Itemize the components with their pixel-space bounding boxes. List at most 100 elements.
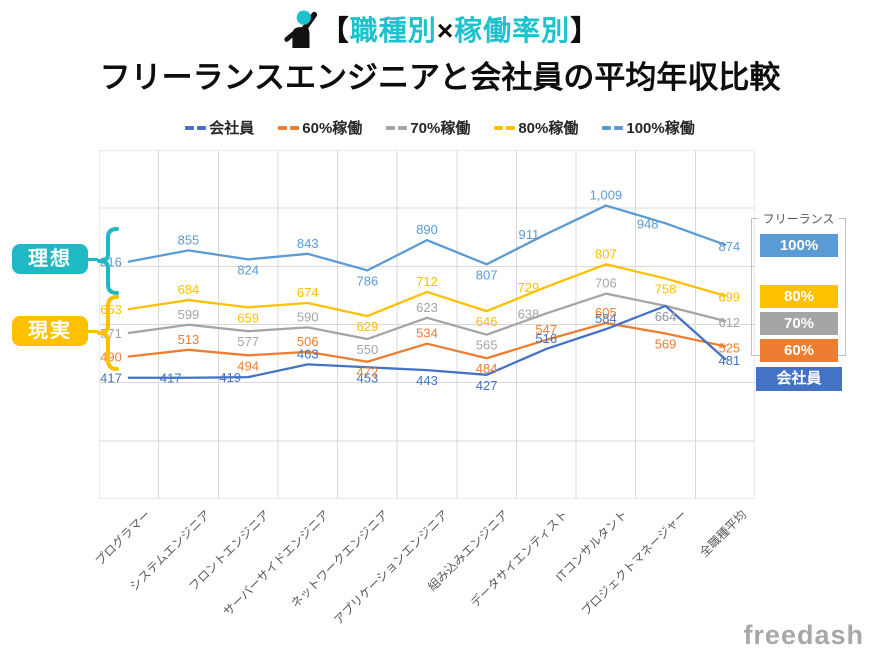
data-label: 525	[718, 340, 740, 355]
data-label: 786	[357, 273, 379, 288]
series-line-80%稼働	[127, 263, 727, 318]
data-label: 843	[297, 236, 319, 251]
data-label: 629	[357, 319, 379, 334]
data-label: 684	[178, 282, 200, 297]
data-label: 623	[416, 300, 438, 315]
data-label: 599	[178, 307, 200, 322]
legend-label: 80%稼働	[518, 120, 579, 137]
series-line-60%稼働	[127, 321, 727, 363]
data-label: 427	[476, 378, 498, 393]
data-label: 911	[519, 227, 540, 242]
data-label: 516	[535, 331, 557, 346]
data-label: 550	[357, 342, 379, 357]
rate-badge-70%: 70%	[760, 312, 838, 335]
x-axis-label: ネットワークエンジニア	[288, 507, 392, 611]
data-label: 653	[100, 302, 122, 317]
legend-dash-icon	[290, 125, 300, 130]
person-raising-hand-icon	[281, 10, 319, 58]
data-label: 664	[655, 309, 677, 324]
data-label: 513	[178, 332, 200, 347]
data-label: 706	[595, 276, 617, 291]
data-label: 453	[357, 370, 379, 385]
legend-dash-icon	[386, 125, 396, 130]
legend-dash-icon	[614, 125, 624, 130]
title-segment: 職種別	[349, 15, 437, 46]
x-axis-label: 全職種平均	[697, 507, 750, 560]
data-label: 417	[160, 371, 182, 386]
data-label: 443	[416, 373, 438, 388]
data-label: 565	[476, 338, 498, 353]
ideal-badge: 理想	[12, 244, 88, 274]
data-label: 674	[297, 285, 319, 300]
data-label: 712	[416, 274, 438, 289]
data-label: 484	[476, 361, 498, 376]
legend-dash-icon	[185, 125, 195, 130]
data-label: 506	[297, 334, 319, 349]
reality-brace	[97, 295, 119, 371]
x-axis-label: アプリケーションエンジニア	[331, 507, 452, 628]
data-label: 472	[357, 365, 379, 380]
series-line-100%稼働	[127, 204, 727, 272]
x-axis-label: サーバーサイドエンジニア	[220, 507, 333, 619]
page-title-part1: 【職種別×稼働率別】	[321, 15, 599, 46]
data-label: 890	[416, 222, 438, 237]
rate-badge-80%: 80%	[760, 285, 838, 308]
x-axis-label: プログラマー	[92, 507, 154, 569]
rate-badge-60%: 60%	[760, 339, 838, 362]
data-label: 547	[535, 322, 557, 337]
data-label: 824	[237, 262, 259, 277]
x-axis-label: データサイエンティスト	[467, 507, 571, 611]
data-label: 638	[518, 306, 540, 321]
legend-label: 60%稼働	[302, 120, 363, 137]
legend-label: 70%稼働	[410, 120, 471, 137]
data-label: 417	[100, 371, 122, 386]
data-label: 569	[655, 337, 677, 352]
legend-label: 会社員	[209, 120, 255, 137]
legend-dash-icon	[278, 125, 288, 130]
legend-item-60%稼働: 60%稼働	[278, 117, 362, 138]
data-label: 807	[476, 267, 498, 282]
data-label: 807	[595, 246, 617, 261]
legend-item-70%稼働: 70%稼働	[386, 117, 470, 138]
data-label: 948	[637, 216, 659, 231]
legend-item-100%稼働: 100%稼働	[602, 117, 695, 138]
data-label: 1,009	[590, 188, 623, 203]
data-label: 874	[718, 239, 740, 254]
data-label: 612	[718, 315, 740, 330]
reality-badge: 現実	[12, 316, 88, 346]
data-label: 664	[655, 309, 677, 324]
ideal-connector	[86, 258, 98, 261]
data-label: 584	[595, 311, 617, 326]
data-label: 855	[178, 232, 200, 247]
series-line-70%稼働	[127, 292, 727, 341]
data-label: 659	[237, 310, 259, 325]
title-segment: 【	[320, 15, 350, 46]
data-label: 605	[595, 305, 617, 320]
chart-legend: 会社員 60%稼働 70%稼働 80%稼働 100%稼働	[0, 117, 880, 138]
data-label: 729	[518, 280, 540, 295]
series-line-会社員	[127, 304, 727, 379]
data-label: 481	[718, 353, 740, 368]
reality-connector	[86, 330, 98, 333]
freelance-group-title: フリーランス	[757, 210, 840, 227]
data-label: 534	[416, 326, 438, 341]
legend-dash-icon	[494, 125, 504, 130]
freedash-logo: freedash	[743, 620, 864, 650]
title-segment: 】	[570, 15, 600, 46]
title-segment: 稼働率別	[454, 15, 571, 46]
rate-badge-100%: 100%	[760, 234, 838, 257]
line-chart-plot-area: 417 417 419 463 453 443 427 516 584 664 481 490 513 4…	[99, 150, 755, 499]
data-label: 758	[655, 282, 677, 297]
x-axis-label: プロジェクトマネージャー	[578, 507, 690, 619]
data-label: 463	[297, 346, 319, 361]
legend-dash-icon	[398, 125, 408, 130]
ideal-brace	[97, 227, 119, 295]
legend-dash-icon	[197, 125, 207, 130]
data-label: 699	[718, 290, 740, 305]
legend-label: 100%稼働	[626, 120, 695, 137]
title-segment: ×	[436, 15, 455, 46]
data-label: 494	[237, 358, 259, 373]
legend-dash-icon	[506, 125, 516, 130]
title-line-1: 【職種別×稼働率別】	[0, 10, 880, 58]
